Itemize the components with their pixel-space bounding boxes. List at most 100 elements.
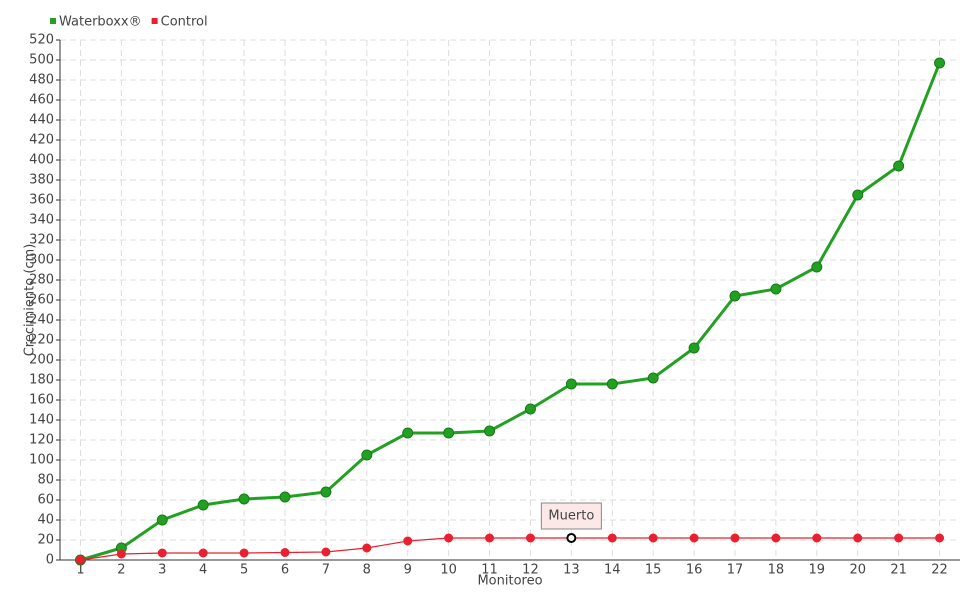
y-tick-label: 0 bbox=[46, 553, 54, 568]
x-axis-label: Monitoreo bbox=[477, 574, 542, 589]
data-point bbox=[893, 160, 905, 172]
annotation-text: Muerto bbox=[548, 509, 594, 524]
data-point bbox=[485, 533, 495, 543]
y-tick-label: 460 bbox=[29, 93, 54, 108]
data-point bbox=[280, 548, 290, 557]
legend-label: Control bbox=[161, 15, 208, 30]
data-point bbox=[771, 533, 781, 543]
data-point bbox=[362, 543, 372, 553]
x-tick-label: 11 bbox=[481, 563, 498, 578]
x-tick-label: 9 bbox=[404, 563, 412, 578]
y-tick-label: 260 bbox=[29, 293, 54, 308]
y-tick-label: 80 bbox=[37, 473, 54, 488]
x-tick-label: 1 bbox=[76, 563, 84, 578]
x-tick-label: 10 bbox=[440, 563, 457, 578]
x-tick-label: 2 bbox=[117, 563, 125, 578]
data-point bbox=[279, 491, 291, 503]
data-point bbox=[607, 533, 617, 543]
x-tick-label: 18 bbox=[768, 563, 785, 578]
x-tick-label: 21 bbox=[890, 563, 907, 578]
y-tick-label: 280 bbox=[29, 273, 54, 288]
data-point bbox=[197, 499, 209, 511]
x-tick-label: 12 bbox=[522, 563, 539, 578]
data-point bbox=[730, 533, 740, 543]
data-point bbox=[934, 57, 946, 69]
data-point bbox=[606, 378, 618, 390]
x-tick-label: 5 bbox=[240, 563, 248, 578]
y-tick-label: 40 bbox=[37, 513, 54, 528]
data-point bbox=[116, 549, 126, 559]
y-tick-label: 320 bbox=[29, 233, 54, 248]
data-point bbox=[403, 536, 413, 546]
legend-label: Waterboxx® bbox=[59, 15, 142, 30]
series-line bbox=[80, 537, 940, 561]
x-tick-label: 19 bbox=[809, 563, 826, 578]
x-tick-label: 22 bbox=[931, 563, 948, 578]
data-point bbox=[239, 548, 249, 558]
data-point bbox=[198, 548, 208, 558]
data-point bbox=[484, 425, 496, 437]
y-tick-label: 180 bbox=[29, 373, 54, 388]
x-tick-label: 13 bbox=[563, 563, 580, 578]
y-tick-label: 500 bbox=[29, 53, 54, 68]
legend-marker bbox=[151, 18, 158, 24]
annotation-box bbox=[540, 502, 602, 530]
y-tick-label: 20 bbox=[37, 533, 54, 548]
x-tick-label: 8 bbox=[363, 563, 371, 578]
data-point bbox=[852, 189, 864, 201]
data-point bbox=[321, 547, 331, 557]
y-tick-label: 340 bbox=[29, 213, 54, 228]
data-point bbox=[525, 533, 535, 543]
y-axis-label: Crecimiento (cm) bbox=[23, 244, 38, 357]
y-tick-label: 440 bbox=[29, 113, 54, 128]
data-point bbox=[361, 449, 373, 461]
y-tick-label: 120 bbox=[29, 433, 54, 448]
data-point bbox=[565, 378, 577, 390]
y-tick-label: 400 bbox=[29, 153, 54, 168]
y-tick-label: 220 bbox=[29, 333, 54, 348]
y-tick-label: 240 bbox=[29, 313, 54, 328]
y-tick-label: 380 bbox=[29, 173, 54, 188]
data-point bbox=[853, 533, 863, 543]
x-tick-label: 4 bbox=[199, 563, 207, 578]
y-tick-label: 140 bbox=[29, 413, 54, 428]
data-point bbox=[689, 533, 699, 543]
data-point bbox=[770, 283, 782, 295]
y-tick-label: 480 bbox=[29, 73, 54, 88]
x-tick-label: 15 bbox=[645, 563, 662, 578]
data-point bbox=[566, 533, 577, 543]
data-point bbox=[811, 261, 823, 273]
y-tick-label: 300 bbox=[29, 253, 54, 268]
y-tick-label: 60 bbox=[37, 493, 54, 508]
y-tick-label: 100 bbox=[29, 453, 54, 468]
y-tick-label: 520 bbox=[29, 33, 54, 48]
data-point bbox=[812, 533, 822, 543]
data-point bbox=[75, 555, 85, 565]
data-point bbox=[444, 533, 454, 543]
data-point bbox=[648, 533, 658, 543]
data-point bbox=[935, 533, 945, 543]
x-tick-label: 20 bbox=[849, 563, 866, 578]
data-point bbox=[443, 427, 455, 439]
x-tick-label: 14 bbox=[604, 563, 621, 578]
data-point bbox=[238, 493, 250, 505]
x-tick-label: 16 bbox=[686, 563, 703, 578]
y-tick-label: 160 bbox=[29, 393, 54, 408]
x-tick-label: 7 bbox=[322, 563, 330, 578]
data-point bbox=[688, 342, 700, 354]
data-point bbox=[156, 514, 168, 526]
data-point bbox=[402, 427, 414, 439]
y-tick-label: 360 bbox=[29, 193, 54, 208]
data-point bbox=[320, 486, 332, 498]
x-tick-label: 3 bbox=[158, 563, 166, 578]
y-tick-label: 200 bbox=[29, 353, 54, 368]
y-tick-label: 420 bbox=[29, 133, 54, 148]
data-point bbox=[157, 548, 167, 558]
data-point bbox=[647, 372, 659, 384]
x-tick-label: 6 bbox=[281, 563, 289, 578]
legend-marker bbox=[50, 18, 56, 24]
data-point bbox=[524, 403, 536, 415]
x-tick-label: 17 bbox=[727, 563, 744, 578]
series-line bbox=[80, 62, 941, 562]
